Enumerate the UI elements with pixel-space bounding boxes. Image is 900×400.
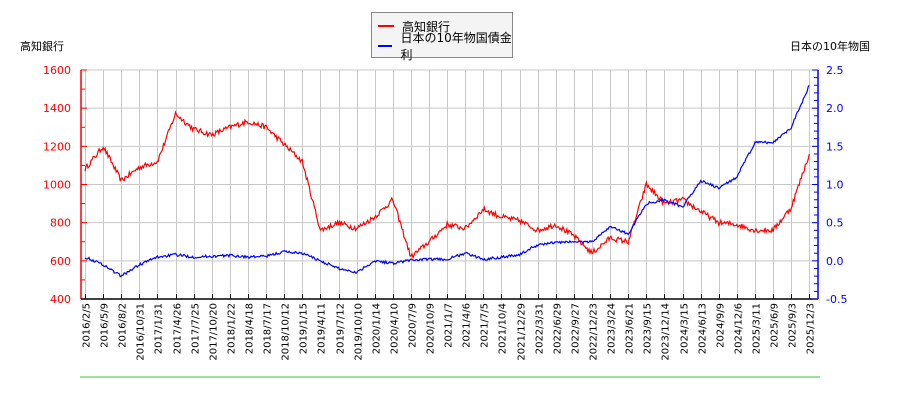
x-tick-label: 2023/6/21: [625, 303, 636, 354]
x-tick-label: 2020/10/9: [426, 303, 437, 354]
legend: 高知銀行 日本の10年物国債金利: [371, 12, 513, 62]
x-tick-label: 2016/2/5: [82, 303, 93, 348]
blue-line-swatch-icon: [378, 45, 393, 47]
right-tick-label: -0.5: [826, 293, 847, 306]
x-tick-label: 2016/10/31: [136, 303, 147, 361]
left-tick-label: 1400: [43, 102, 71, 115]
x-tick-label: 2017/10/20: [209, 303, 220, 361]
series2-line: [84, 84, 810, 278]
right-tick-label: 1.0: [826, 179, 844, 192]
left-tick-label: 800: [50, 217, 71, 230]
x-tick-label: 2022/6/29: [553, 303, 564, 354]
x-tick-label: 2022/12/23: [589, 303, 600, 361]
x-tick-label: 2024/12/6: [734, 303, 745, 354]
x-tick-label: 2020/7/9: [408, 303, 419, 348]
x-tick-label: 2017/7/25: [191, 303, 202, 354]
x-tick-label: 2022/3/31: [535, 303, 546, 354]
x-tick-label: 2025/3/11: [752, 303, 763, 354]
right-tick-label: 2.0: [826, 102, 844, 115]
right-tick-label: 2.5: [826, 64, 844, 77]
x-tick-label: 2025/6/9: [770, 303, 781, 348]
x-tick-label: 2018/4/18: [245, 303, 256, 354]
x-tick-label: 2021/10/4: [498, 303, 509, 354]
left-axis-title: 高知銀行: [20, 40, 64, 53]
x-tick-label: 2017/4/26: [173, 303, 184, 354]
legend-item-series2: 日本の10年物国債金利: [378, 31, 512, 62]
x-tick-label: 2018/10/12: [281, 303, 292, 361]
legend-label-series2: 日本の10年物国債金利: [400, 31, 512, 62]
left-tick-label: 1200: [43, 140, 71, 153]
plot-series: [84, 84, 810, 278]
legend-item-series1: 高知銀行: [378, 18, 450, 34]
x-tick-label: 2024/9/9: [716, 303, 727, 348]
right-tick-label: 0.5: [826, 217, 844, 230]
x-tick-label: 2016/5/9: [100, 303, 111, 348]
x-tick-label: 2024/3/15: [680, 303, 691, 354]
axes: 2016/2/5 2016/5/9 2016/8/2 2016/10/31 2017/1…: [43, 64, 847, 361]
left-tick-label: 400: [50, 293, 71, 306]
left-tick-label: 1000: [43, 179, 71, 192]
right-axis-title: 日本の10年物国: [790, 40, 870, 53]
red-line-swatch-icon: [378, 25, 394, 27]
x-tick-label: 2019/10/10: [354, 303, 365, 361]
x-tick-label: 2020/1/14: [372, 303, 383, 354]
x-tick-label: 2019/7/12: [336, 303, 347, 354]
x-tick-label: 2023/3/24: [607, 303, 618, 354]
x-tick-label: 2025/12/3: [806, 303, 817, 354]
left-tick-label: 1600: [43, 64, 71, 77]
x-tick-label: 2021/4/6: [462, 303, 473, 348]
x-tick-label: 2019/1/15: [299, 303, 310, 354]
x-tick-label: 2022/9/27: [571, 303, 582, 354]
x-tick-label: 2019/4/11: [317, 303, 328, 354]
x-tick-label: 2018/7/17: [263, 303, 274, 354]
x-tick-label: 2021/12/29: [517, 303, 528, 361]
x-tick-label: 2021/7/5: [480, 303, 491, 348]
grid-lines: [81, 69, 818, 299]
x-tick-label: 2017/1/31: [154, 303, 165, 354]
x-tick-label: 2024/6/13: [698, 303, 709, 354]
left-tick-label: 600: [50, 255, 71, 268]
x-tick-label: 2023/9/15: [643, 303, 654, 354]
right-tick-label: 0.0: [826, 255, 844, 268]
x-tick-label: 2021/1/7: [444, 303, 455, 348]
legend-label-series1: 高知銀行: [402, 19, 451, 34]
x-tick-label: 2016/8/2: [118, 303, 129, 348]
right-tick-label: 1.5: [826, 140, 844, 153]
x-tick-label: 2023/12/14: [661, 303, 672, 361]
x-tick-label: 2025/9/3: [788, 303, 799, 348]
series1-line: [84, 110, 810, 260]
x-tick-label: 2018/1/22: [227, 303, 238, 354]
x-tick-label: 2020/4/10: [390, 303, 401, 354]
